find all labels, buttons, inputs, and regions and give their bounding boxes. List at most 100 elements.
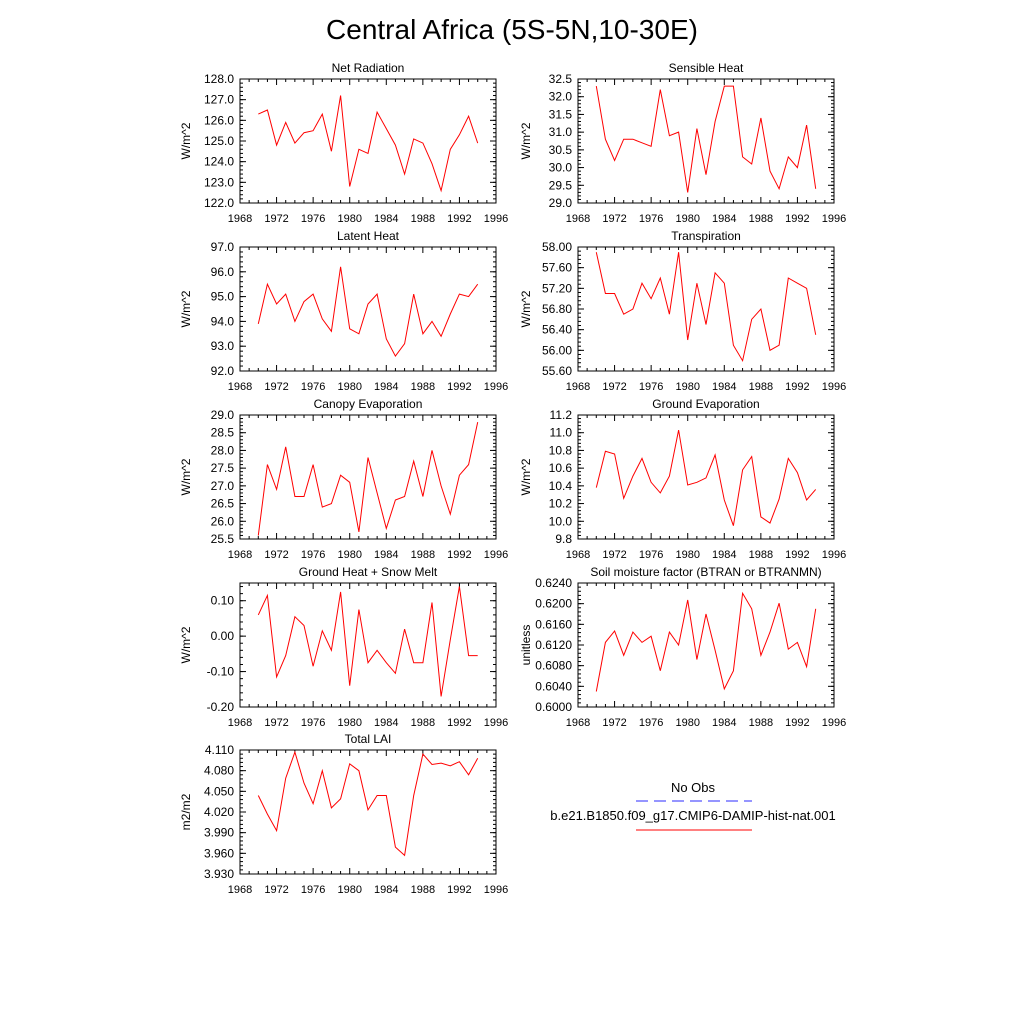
y-tick-label: 96.0 xyxy=(211,265,235,279)
y-tick-label: 126.0 xyxy=(204,113,234,127)
x-tick-label: 1972 xyxy=(602,717,626,729)
legend: No Obs b.e21.B1850.f09_g17.CMIP6-DAMIP-h… xyxy=(550,780,836,831)
y-tick-label: 3.930 xyxy=(204,867,234,881)
x-tick-label: 1996 xyxy=(484,884,508,896)
x-tick-label: 1972 xyxy=(264,717,288,729)
y-tick-label: 4.050 xyxy=(204,784,234,798)
x-tick-label: 1980 xyxy=(337,549,361,561)
panel-title: Canopy Evaporation xyxy=(314,397,423,411)
y-tick-label: 0.6080 xyxy=(535,659,572,673)
y-tick-label: -0.10 xyxy=(207,665,235,679)
x-tick-label: 1984 xyxy=(374,884,398,896)
x-tick-label: 1996 xyxy=(822,213,846,225)
plot-frame xyxy=(577,582,835,708)
x-tick-label: 1972 xyxy=(602,381,626,393)
x-tick-label: 1996 xyxy=(484,213,508,225)
plot-frame xyxy=(239,246,497,372)
y-tick-label: 11.0 xyxy=(550,426,573,440)
chart-panel-3: Transpiration W/m^2 1968 1972 1976 1980 1984 19… xyxy=(519,229,846,393)
y-tick-label: 26.0 xyxy=(211,514,235,528)
x-tick-label: 1996 xyxy=(822,381,846,393)
y-tick-label: 29.0 xyxy=(549,196,573,210)
y-tick-label: 56.00 xyxy=(542,343,572,357)
chart-panel-8: Total LAI m2/m2 1968 1972 1976 1980 1984 1988 19… xyxy=(179,732,508,896)
x-tick-label: 1968 xyxy=(228,549,252,561)
y-tick-label: 10.4 xyxy=(549,479,573,493)
y-tick-label: 128.0 xyxy=(204,72,234,86)
panel-title: Soil moisture factor (BTRAN or BTRANMN) xyxy=(590,565,821,579)
x-tick-label: 1968 xyxy=(566,549,590,561)
y-tick-label: 127.0 xyxy=(204,93,234,107)
x-tick-label: 1992 xyxy=(785,381,809,393)
x-tick-label: 1972 xyxy=(602,213,626,225)
legend-obs-label: No Obs xyxy=(671,780,716,795)
series-line-model xyxy=(595,85,817,193)
y-tick-label: 10.0 xyxy=(549,514,573,528)
x-tick-label: 1972 xyxy=(602,549,626,561)
y-tick-label: 32.5 xyxy=(549,72,573,86)
chart-panel-5: Ground Evaporation W/m^2 1968 1972 1976 1980 1… xyxy=(519,397,846,561)
x-tick-label: 1972 xyxy=(264,213,288,225)
x-tick-label: 1988 xyxy=(411,549,435,561)
panel-title: Latent Heat xyxy=(337,229,400,243)
y-tick-label: 58.00 xyxy=(542,240,572,254)
x-tick-label: 1976 xyxy=(639,381,663,393)
x-tick-label: 1992 xyxy=(785,717,809,729)
x-tick-label: 1992 xyxy=(447,381,471,393)
x-tick-label: 1976 xyxy=(301,717,325,729)
x-tick-label: 1976 xyxy=(639,213,663,225)
y-tick-label: 9.8 xyxy=(555,532,572,546)
x-tick-label: 1984 xyxy=(712,213,736,225)
y-tick-label: 94.0 xyxy=(211,314,235,328)
x-tick-label: 1976 xyxy=(301,213,325,225)
y-tick-label: 57.60 xyxy=(542,261,572,275)
x-tick-label: 1988 xyxy=(749,549,773,561)
y-tick-label: 55.60 xyxy=(542,364,572,378)
x-tick-label: 1968 xyxy=(228,381,252,393)
y-tick-label: 10.8 xyxy=(549,443,573,457)
y-axis-label: m2/m2 xyxy=(179,793,193,830)
y-tick-label: 125.0 xyxy=(204,134,234,148)
y-tick-label: 0.6040 xyxy=(535,679,572,693)
x-tick-label: 1988 xyxy=(411,381,435,393)
series-line-model xyxy=(595,430,817,526)
x-tick-label: 1996 xyxy=(822,549,846,561)
y-tick-label: 0.6000 xyxy=(535,700,572,714)
series-line-model xyxy=(257,750,479,857)
y-tick-label: 124.0 xyxy=(204,155,234,169)
y-tick-label: 57.20 xyxy=(542,281,572,295)
x-tick-label: 1980 xyxy=(337,884,361,896)
chart-panel-7: Soil moisture factor (BTRAN or BTRANMN) u… xyxy=(519,565,846,729)
x-tick-label: 1980 xyxy=(675,549,699,561)
x-tick-label: 1968 xyxy=(228,213,252,225)
series-line-model xyxy=(595,591,817,692)
y-tick-label: 97.0 xyxy=(211,240,235,254)
x-tick-label: 1984 xyxy=(374,381,398,393)
chart-panel-1: Sensible Heat W/m^2 1968 1972 1976 1980 1984 19… xyxy=(519,61,846,225)
panel-title: Total LAI xyxy=(345,732,392,746)
series-line-model xyxy=(257,266,479,358)
x-tick-label: 1972 xyxy=(264,884,288,896)
x-tick-label: 1988 xyxy=(749,717,773,729)
y-tick-label: 31.5 xyxy=(549,107,573,121)
x-tick-label: 1976 xyxy=(301,549,325,561)
y-tick-label: 3.960 xyxy=(204,846,234,860)
y-tick-label: 26.5 xyxy=(211,497,235,511)
panel-title: Net Radiation xyxy=(332,61,405,75)
x-tick-label: 1968 xyxy=(228,717,252,729)
y-tick-label: 29.0 xyxy=(211,408,235,422)
x-tick-label: 1984 xyxy=(712,381,736,393)
y-tick-label: 11.2 xyxy=(550,408,573,422)
y-tick-label: 56.40 xyxy=(542,323,572,337)
x-tick-label: 1988 xyxy=(749,213,773,225)
y-axis-label: W/m^2 xyxy=(179,458,193,495)
x-tick-label: 1992 xyxy=(447,213,471,225)
x-tick-label: 1976 xyxy=(639,549,663,561)
series-line-model xyxy=(595,252,817,363)
y-tick-label: 95.0 xyxy=(211,290,235,304)
y-axis-label: unitless xyxy=(519,625,533,666)
plot-frame xyxy=(239,582,497,708)
y-tick-label: 0.6160 xyxy=(535,617,572,631)
plot-frame xyxy=(577,78,835,204)
y-tick-label: 27.5 xyxy=(211,461,235,475)
